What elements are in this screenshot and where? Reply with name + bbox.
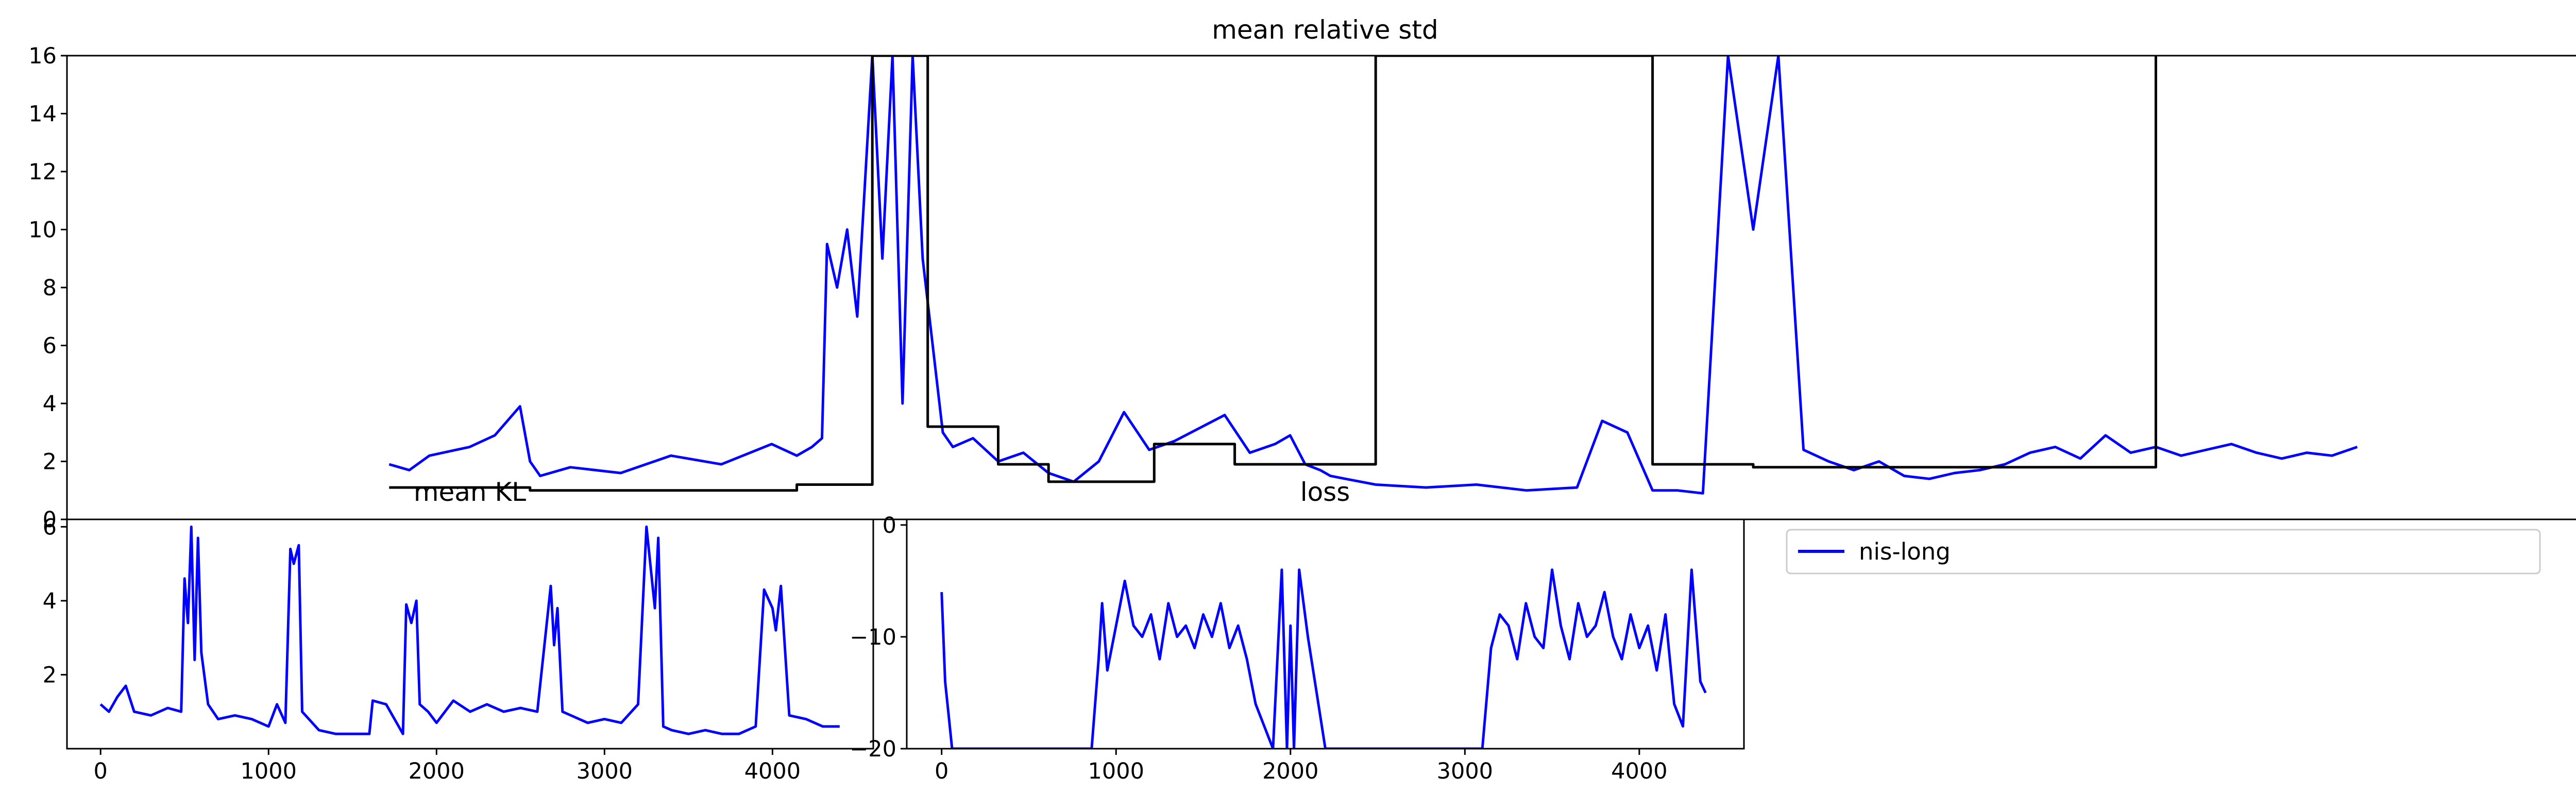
- legend-panel: nis-long: [1743, 519, 2541, 749]
- y-tick-label: 14: [28, 102, 57, 127]
- x-tick-label: 4000: [744, 758, 801, 784]
- series-line-1: [388, 56, 2358, 495]
- y-tick-label: 2: [43, 449, 57, 475]
- x-axis: 0 1000 2000 3000 4000: [935, 749, 1668, 784]
- x-tick-label: 0: [935, 758, 948, 784]
- x-tick-label: 2000: [1262, 758, 1318, 784]
- legend-label: nis-long: [1859, 538, 1951, 565]
- chart-title: mean relative std: [1212, 15, 1438, 45]
- y-tick-label: −20: [850, 736, 896, 762]
- y-tick-label: 8: [43, 275, 57, 301]
- y-tick-label: 4: [43, 391, 57, 417]
- series-line-1: [940, 568, 1707, 749]
- y-axis: 0 2 4 6 8 10 12 14 16: [28, 43, 67, 533]
- axes-frame: [66, 518, 874, 750]
- x-tick-label: 1000: [241, 758, 297, 784]
- chart-title: mean KL: [414, 477, 526, 507]
- y-tick-label: 4: [43, 588, 57, 614]
- y-tick-label: −10: [850, 625, 896, 650]
- series-line-1: [99, 525, 840, 735]
- x-axis: 0 1000 2000 3000 4000: [94, 749, 801, 784]
- x-tick-label: 3000: [577, 758, 633, 784]
- legend: nis-long: [1786, 529, 2541, 575]
- x-tick-label: 2000: [409, 758, 465, 784]
- y-tick-label: 6: [43, 333, 57, 359]
- series-line-2: [389, 56, 2157, 492]
- chart-mean-kl: 2 4 6 0 1000 2000 3000 4000 mean KL: [43, 477, 874, 784]
- y-tick-label: 0: [883, 513, 896, 538]
- y-tick-label: 0: [43, 507, 57, 533]
- y-tick-label: 12: [28, 159, 57, 185]
- plot-area: [388, 56, 2358, 495]
- y-axis: 2 4 6: [43, 514, 67, 688]
- y-tick-label: 2: [43, 662, 57, 688]
- y-tick-label: 10: [28, 217, 57, 243]
- y-tick-label: 16: [28, 43, 57, 69]
- x-tick-label: 0: [94, 758, 108, 784]
- plot-area: [99, 525, 840, 735]
- plot-area: [940, 568, 1707, 749]
- y-axis: 0 −10 −20: [850, 513, 907, 762]
- x-tick-label: 4000: [1611, 758, 1667, 784]
- chart-title: loss: [1300, 477, 1350, 507]
- x-tick-label: 3000: [1437, 758, 1493, 784]
- x-tick-label: 1000: [1088, 758, 1144, 784]
- legend-box: [1786, 529, 2541, 575]
- y-tick-label: 6: [43, 514, 57, 540]
